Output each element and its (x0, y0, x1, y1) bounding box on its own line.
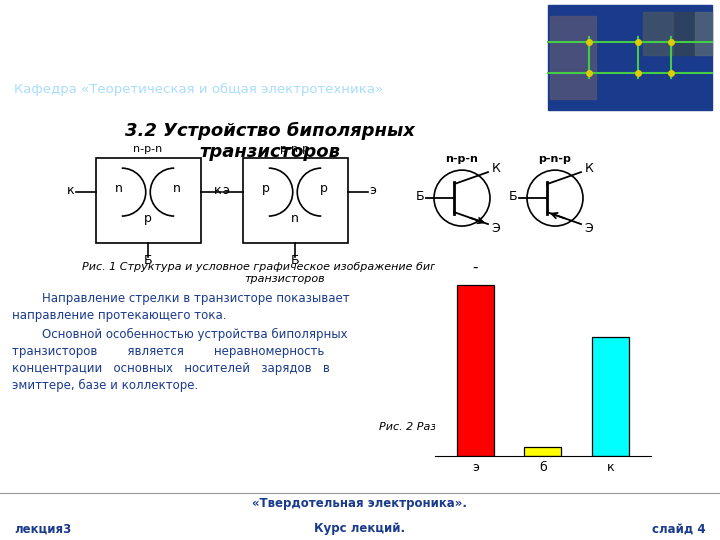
Text: Рис. 1 Структура и условное графическое изображение биполярных
транзисторов: Рис. 1 Структура и условное графическое … (82, 262, 488, 284)
Text: -: - (472, 260, 478, 275)
Text: 3.2 Устройство биполярных
транзисторов: 3.2 Устройство биполярных транзисторов (125, 122, 415, 161)
Bar (96, 158, 200, 242)
Bar (456, 285, 494, 456)
Text: Основной особенностью устройства биполярных
транзисторов        является        : Основной особенностью устройства биполяр… (12, 328, 348, 392)
Text: Нижегородский государственный технический университет: Нижегородский государственный технически… (14, 21, 481, 33)
Text: n-p-n: n-p-n (133, 144, 163, 154)
Text: p: p (320, 181, 328, 194)
Text: p: p (262, 181, 270, 194)
Text: к: к (214, 184, 221, 197)
Circle shape (527, 170, 583, 226)
Text: Рис. 2 Различие в концентрациях носителей
заряда: Рис. 2 Различие в концентрациях носителе… (379, 422, 642, 443)
Text: Э: Э (585, 221, 593, 234)
Text: к: к (67, 184, 74, 197)
Text: Э: Э (492, 221, 500, 234)
Bar (643, 11, 672, 56)
Text: лекция3: лекция3 (14, 523, 72, 536)
Text: К: К (492, 161, 500, 174)
Bar (696, 11, 712, 56)
Text: К: К (585, 161, 593, 174)
Circle shape (434, 170, 490, 226)
Text: Курс лекций.: Курс лекций. (315, 523, 405, 536)
Text: n: n (114, 181, 122, 194)
Bar (524, 447, 562, 456)
Text: n: n (174, 181, 181, 194)
Bar (674, 11, 694, 56)
Text: Б: Б (415, 190, 424, 202)
Text: слайд 4: слайд 4 (652, 523, 706, 536)
Text: n-p-n: n-p-n (446, 154, 478, 164)
Text: Направление стрелки в транзисторе показывает
направление протекающего тока.: Направление стрелки в транзисторе показы… (12, 292, 350, 322)
Text: «Твердотельная электроника».: «Твердотельная электроника». (253, 497, 467, 510)
Text: Б: Б (291, 254, 300, 267)
Text: э: э (222, 184, 229, 197)
Text: Б: Б (509, 190, 517, 202)
Bar (243, 158, 348, 242)
Text: p: p (144, 212, 152, 225)
Text: n: n (291, 212, 299, 225)
Text: p-n-p: p-n-p (539, 154, 572, 164)
Text: p-n-p: p-n-p (280, 144, 310, 154)
Bar (592, 336, 629, 456)
Bar (550, 16, 595, 99)
Text: Кафедра «Теоретическая и общая электротехника»: Кафедра «Теоретическая и общая электроте… (14, 83, 382, 96)
Text: Б: Б (144, 254, 153, 267)
Text: э: э (369, 184, 376, 197)
